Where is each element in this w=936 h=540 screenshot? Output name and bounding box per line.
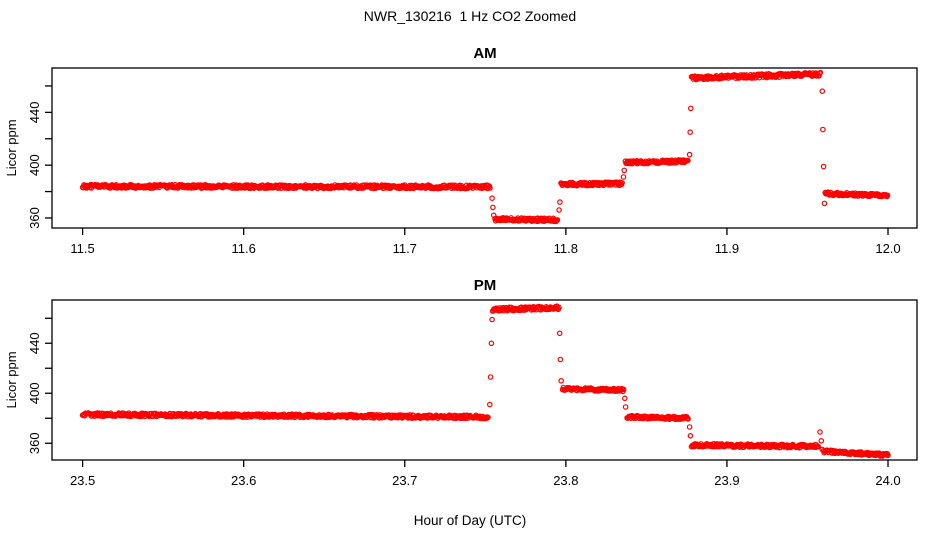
x-tick-label: 24.0 xyxy=(875,473,900,488)
y-tick-label: 440 xyxy=(27,102,42,124)
y-axis-pm: 360 400 440 xyxy=(27,317,52,454)
chart-title: NWR_130216 1 Hz CO2 Zoomed xyxy=(364,8,576,24)
panel-title-pm: PM xyxy=(474,277,497,294)
y-tick-label: 360 xyxy=(27,432,42,454)
x-tick-label: 11.9 xyxy=(715,241,739,256)
x-axis-label: Hour of Day (UTC) xyxy=(414,513,527,528)
scatter-points-am xyxy=(79,69,891,225)
plot-box xyxy=(51,299,918,461)
x-tick-label: 23.8 xyxy=(553,473,578,488)
x-tick-label: 11.5 xyxy=(70,241,94,256)
x-tick-label: 23.9 xyxy=(714,473,739,488)
plot-box xyxy=(51,67,918,229)
scatter-points-pm xyxy=(79,303,891,459)
y-axis-am: 360 400 440 xyxy=(27,85,52,229)
x-tick-label: 23.5 xyxy=(70,473,95,488)
panel-pm: 23.5 23.6 23.7 23.8 23.9 24.0 360 400 440 xyxy=(27,299,918,488)
x-tick-label: 23.6 xyxy=(231,473,256,488)
x-tick-label: 11.7 xyxy=(393,241,417,256)
y-axis-label-am: Licor ppm xyxy=(4,119,19,176)
x-tick-label: 11.6 xyxy=(232,241,256,256)
panel-title-am: AM xyxy=(473,45,496,62)
y-axis-label-pm: Licor ppm xyxy=(4,351,19,408)
x-tick-label: 23.7 xyxy=(392,473,417,488)
y-tick-label: 400 xyxy=(27,382,42,404)
y-tick-label: 360 xyxy=(27,207,42,229)
y-tick-label: 440 xyxy=(27,332,42,354)
x-axis-pm: 23.5 23.6 23.7 23.8 23.9 24.0 xyxy=(70,460,901,488)
x-axis-am: 11.5 11.6 11.7 11.8 11.9 12.0 xyxy=(70,228,901,256)
panel-am: 11.5 11.6 11.7 11.8 11.9 12.0 360 400 440 xyxy=(27,67,918,256)
y-tick-label: 400 xyxy=(27,154,42,176)
x-tick-label: 11.8 xyxy=(554,241,578,256)
x-tick-label: 12.0 xyxy=(875,241,900,256)
